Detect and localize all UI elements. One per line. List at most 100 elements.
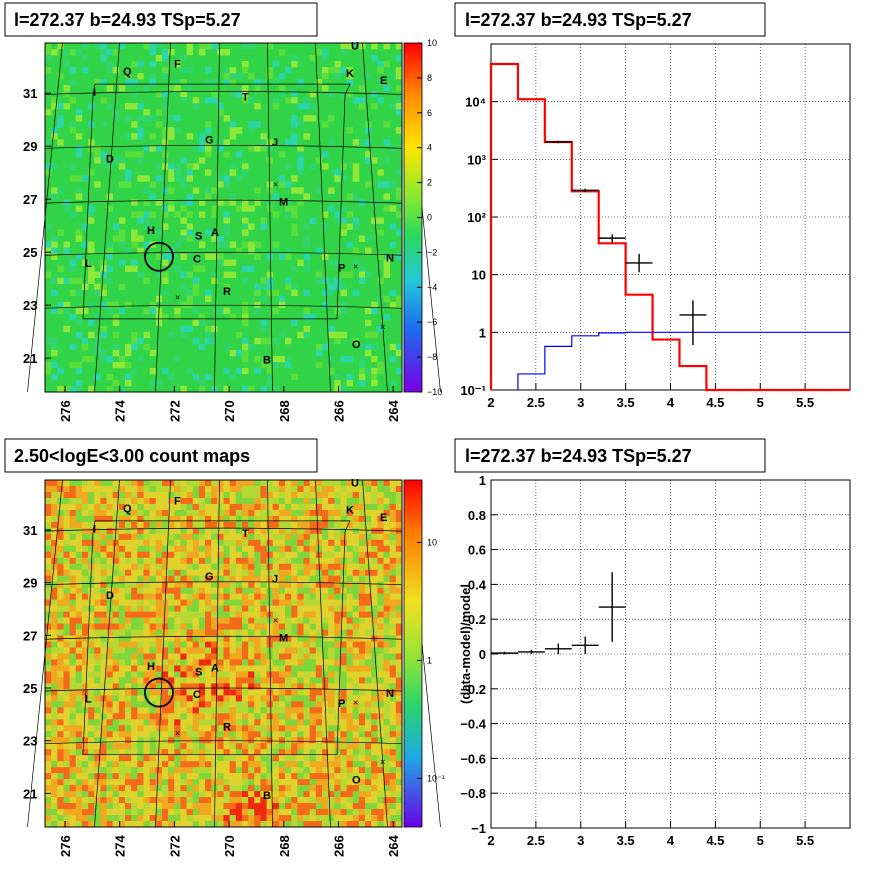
- map-pixel: [112, 665, 120, 672]
- map-pixel: [223, 181, 230, 188]
- map-pixel: [383, 803, 390, 810]
- map-pixel: [198, 671, 206, 678]
- source-label: S: [195, 230, 202, 242]
- map-pixel: [186, 725, 194, 732]
- map-pixel: [235, 527, 243, 535]
- map-pixel: [143, 485, 150, 493]
- map-pixel: [192, 623, 200, 630]
- map-pixel: [174, 491, 181, 499]
- map-pixel: [143, 145, 150, 152]
- map-pixel: [168, 761, 175, 768]
- map-pixel: [340, 331, 347, 339]
- map-pixel: [340, 761, 347, 768]
- map-pixel: [51, 49, 58, 56]
- map-pixel: [131, 521, 138, 529]
- map-pixel: [371, 551, 378, 559]
- map-pixel: [131, 121, 138, 128]
- map-pixel: [260, 575, 267, 582]
- map-pixel: [297, 803, 304, 810]
- map-pixel: [235, 641, 243, 648]
- map-pixel: [278, 815, 286, 822]
- map-pixel: [371, 485, 378, 493]
- data-point: [598, 234, 626, 243]
- map-pixel: [291, 533, 298, 541]
- map-pixel: [205, 485, 212, 493]
- map-pixel: [137, 127, 144, 134]
- map-pixel: [260, 755, 267, 762]
- map-pixel: [155, 647, 163, 654]
- map-pixel: [365, 791, 372, 798]
- map-pixel: [94, 767, 101, 774]
- map-pixel: [81, 337, 89, 345]
- map-pixel: [205, 749, 212, 756]
- map-pixel: [383, 785, 390, 792]
- map-pixel: [377, 181, 384, 188]
- map-pixel: [377, 521, 384, 529]
- map-pixel: [106, 385, 114, 393]
- map-pixel: [309, 653, 317, 660]
- map-pixel: [365, 331, 372, 339]
- map-pixel: [75, 533, 83, 541]
- map-pixel: [389, 647, 397, 654]
- map-pixel: [358, 235, 366, 242]
- map-pixel: [389, 491, 397, 499]
- map-pixel: [297, 103, 304, 110]
- map-pixel: [358, 647, 366, 654]
- map-pixel: [81, 485, 89, 493]
- map-pixel: [328, 695, 335, 702]
- map-pixel: [334, 791, 341, 798]
- map-pixel: [365, 587, 372, 594]
- map-pixel: [57, 533, 64, 541]
- map-pixel: [340, 539, 347, 547]
- map-pixel: [186, 235, 194, 242]
- map-pixel: [297, 485, 304, 493]
- map-pixel: [285, 497, 292, 505]
- map-pixel: [192, 575, 200, 582]
- map-pixel: [106, 301, 114, 309]
- map-pixel: [131, 683, 138, 690]
- map-pixel: [118, 701, 126, 708]
- x-tick-label: 3: [577, 395, 584, 410]
- map-pixel: [81, 755, 89, 762]
- map-pixel: [340, 731, 347, 738]
- map-pixel: [260, 797, 267, 804]
- map-pixel: [395, 767, 403, 774]
- map-pixel: [254, 611, 261, 618]
- map-pixel: [272, 599, 280, 606]
- map-pixel: [371, 521, 378, 529]
- map-pixel: [291, 575, 298, 582]
- map-pixel: [315, 509, 323, 517]
- map-pixel: [303, 509, 310, 517]
- map-pixel: [340, 653, 347, 660]
- map-pixel: [88, 725, 95, 732]
- map-pixel: [315, 587, 323, 594]
- map-pixel: [125, 485, 132, 493]
- map-pixel: [321, 85, 329, 92]
- map-pixel: [328, 545, 335, 553]
- map-pixel: [155, 175, 163, 182]
- map-pixel: [51, 521, 58, 529]
- map-pixel: [395, 635, 403, 642]
- map-pixel: [192, 821, 200, 828]
- map-pixel: [241, 683, 249, 690]
- map-pixel: [321, 809, 329, 816]
- map-pixel: [94, 713, 101, 720]
- map-pixel: [186, 731, 194, 738]
- map-pixel: [94, 545, 101, 553]
- map-pixel: [217, 253, 224, 260]
- map-pixel: [186, 605, 194, 612]
- map-pixel: [155, 683, 163, 690]
- map-pixel: [266, 557, 274, 565]
- map-pixel: [291, 647, 298, 654]
- map-pixel: [45, 569, 52, 577]
- map-pixel: [241, 265, 249, 272]
- map-pixel: [186, 791, 194, 798]
- map-pixel: [223, 755, 230, 762]
- map-pixel: [383, 539, 390, 547]
- map-pixel: [143, 545, 150, 553]
- map-pixel: [100, 605, 107, 612]
- map-pixel: [352, 677, 360, 684]
- map-pixel: [389, 809, 397, 816]
- map-pixel: [174, 593, 181, 600]
- map-pixel: [143, 277, 150, 284]
